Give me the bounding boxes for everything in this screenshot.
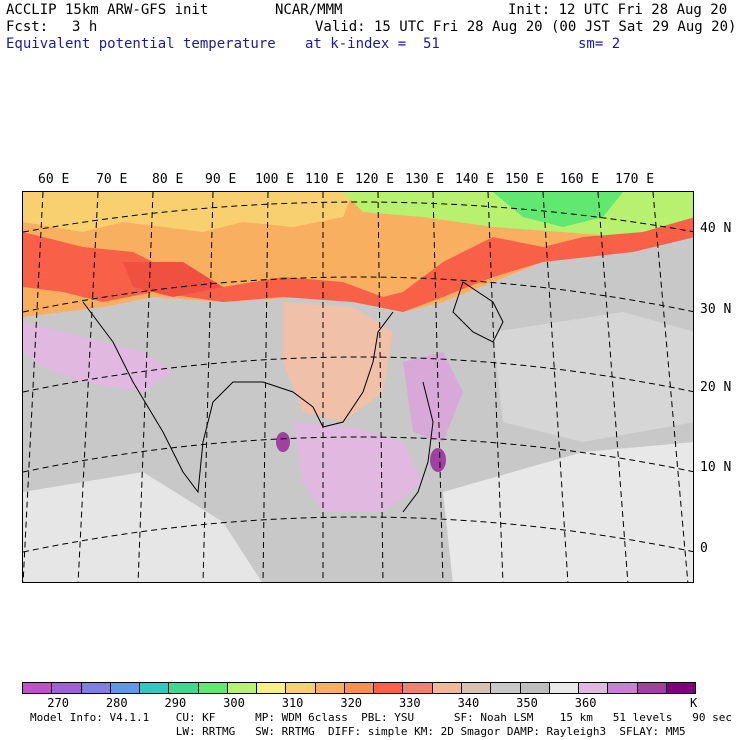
colorbar-swatch bbox=[52, 683, 82, 693]
purple-patch-philippines bbox=[403, 352, 463, 442]
field-name: Equivalent potential temperature bbox=[6, 36, 276, 52]
deep-purple-cell bbox=[430, 448, 446, 472]
transition-region-china bbox=[283, 302, 393, 422]
latitude-label: 10 N bbox=[700, 460, 732, 475]
colorbar-swatch bbox=[666, 683, 696, 693]
colorbar-unit: K bbox=[690, 696, 698, 710]
colorbar-tick-label: 270 bbox=[47, 696, 69, 710]
colorbar-swatch bbox=[169, 683, 199, 693]
longitude-label: 140 E bbox=[455, 172, 495, 187]
longitude-label: 150 E bbox=[505, 172, 545, 187]
coastline-philippines bbox=[402, 381, 434, 513]
deep-purple-cell-vietnam bbox=[276, 432, 290, 452]
colorbar-tick-label: 280 bbox=[105, 696, 128, 710]
light-region-pacific bbox=[493, 312, 693, 442]
colorbar-swatch bbox=[286, 683, 316, 693]
level-info: at k-index = 51 bbox=[305, 36, 440, 52]
longitude-label: 170 E bbox=[615, 172, 655, 187]
colorbar-swatch bbox=[637, 683, 667, 693]
latitude-label: 40 N bbox=[700, 221, 732, 236]
coastline-japan bbox=[452, 281, 504, 343]
smoothing-info: sm= 2 bbox=[578, 36, 621, 52]
colorbar-swatch bbox=[227, 683, 258, 693]
colorbar-tick-label: 350 bbox=[516, 696, 538, 710]
colorbar-swatch bbox=[315, 683, 345, 693]
cool-band-bright-green bbox=[493, 192, 623, 227]
latitude-label: 20 N bbox=[700, 380, 732, 395]
longitude-label: 80 E bbox=[152, 172, 184, 187]
coastline-asia bbox=[82, 301, 394, 494]
warm-core-dark-red bbox=[123, 262, 223, 297]
valid-time: Valid: 15 UTC Fri 28 Aug 20 (00 JST Sat … bbox=[315, 19, 737, 35]
colorbar-swatch bbox=[374, 683, 404, 693]
light-region-southwest bbox=[23, 472, 262, 582]
init-time: Init: 12 UTC Fri 28 Aug 20 bbox=[508, 2, 728, 18]
longitude-label: 160 E bbox=[560, 172, 600, 187]
model-title: ACCLIP 15km ARW-GFS init bbox=[6, 2, 209, 18]
map-panel bbox=[22, 191, 694, 583]
colorbar-tick-label: 330 bbox=[398, 696, 421, 710]
latitude-label: 0 bbox=[700, 541, 708, 556]
colorbar-tick-label: 290 bbox=[164, 696, 187, 710]
forecast-hour: 3 h bbox=[72, 19, 98, 35]
colorbar bbox=[22, 682, 696, 694]
colorbar-swatch bbox=[403, 683, 433, 693]
longitude-label: 100 E bbox=[255, 172, 295, 187]
colorbar-swatch bbox=[579, 683, 609, 693]
longitude-label: 120 E bbox=[355, 172, 395, 187]
warm-band-yellow bbox=[23, 192, 353, 232]
colorbar-swatch bbox=[81, 683, 111, 693]
colorbar-tick-label: 310 bbox=[281, 696, 304, 710]
purple-patch-india bbox=[23, 322, 173, 392]
colorbar-swatch bbox=[110, 683, 141, 693]
longitude-label: 130 E bbox=[405, 172, 445, 187]
colorbar-swatch bbox=[432, 683, 462, 693]
colorbar-tick-label: 340 bbox=[457, 696, 480, 710]
graticule bbox=[23, 192, 693, 582]
purple-patch-south-china-sea bbox=[293, 422, 423, 512]
longitude-label: 90 E bbox=[205, 172, 237, 187]
longitude-label: 70 E bbox=[96, 172, 128, 187]
colorbar-tick-label: 320 bbox=[340, 696, 363, 710]
longitude-label: 110 E bbox=[305, 172, 345, 187]
colorbar-tick-label: 300 bbox=[223, 696, 245, 710]
colorbar-tick-label: 360 bbox=[574, 696, 597, 710]
colorbar-swatch bbox=[491, 683, 521, 693]
light-region-southeast bbox=[443, 442, 693, 582]
colorbar-swatch bbox=[520, 683, 550, 693]
colorbar-swatch bbox=[549, 683, 580, 693]
colorbar-swatch bbox=[608, 683, 638, 693]
longitude-label: 60 E bbox=[38, 172, 70, 187]
organization: NCAR/MMM bbox=[275, 2, 343, 18]
colorbar-swatch bbox=[23, 683, 53, 693]
footer-physics-info: LW: RRTMG SW: RRTMG DIFF: simple KM: 2D … bbox=[30, 725, 686, 738]
forecast-label: Fcst: bbox=[6, 19, 49, 35]
colorbar-swatch bbox=[140, 683, 170, 693]
colorbar-swatch bbox=[198, 683, 228, 693]
map-canvas bbox=[23, 192, 693, 582]
latitude-label: 30 N bbox=[700, 302, 732, 317]
colorbar-swatch bbox=[461, 683, 492, 693]
colorbar-swatch bbox=[344, 683, 375, 693]
colorbar-swatch bbox=[257, 683, 287, 693]
footer-model-info: Model Info: V4.1.1 CU: KF MP: WDM 6class… bbox=[30, 711, 732, 724]
